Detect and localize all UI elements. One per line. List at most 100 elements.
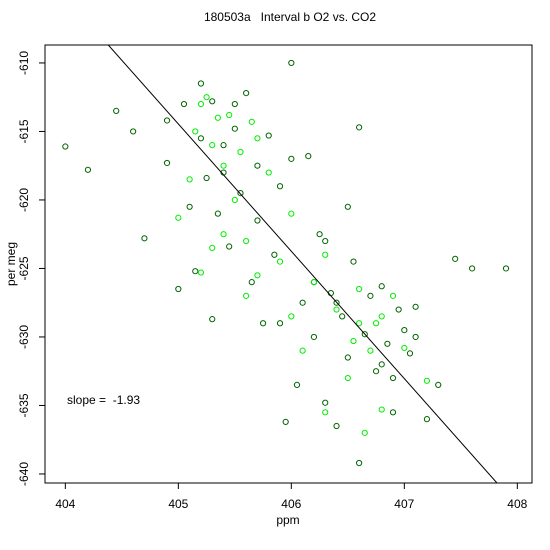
y-tick-label: -615 <box>17 119 31 143</box>
point <box>237 190 244 197</box>
point <box>197 80 205 87</box>
point <box>389 409 397 416</box>
x-tick-label: 404 <box>55 497 75 511</box>
point <box>452 255 459 262</box>
point <box>163 117 171 124</box>
point <box>276 320 284 327</box>
point <box>192 128 199 135</box>
point <box>288 59 295 67</box>
point <box>197 100 205 108</box>
point <box>372 368 380 375</box>
point <box>276 258 284 265</box>
point <box>141 235 148 242</box>
fit-line <box>107 45 498 483</box>
point <box>333 299 340 306</box>
point <box>469 265 476 272</box>
point <box>322 251 329 258</box>
point <box>384 340 391 347</box>
point <box>401 344 408 352</box>
point <box>389 374 397 382</box>
x-tick-label: 407 <box>394 497 414 511</box>
point <box>237 148 244 156</box>
point <box>372 320 380 327</box>
point <box>186 176 193 183</box>
y-tick-label: -610 <box>17 51 31 75</box>
point <box>254 217 261 224</box>
x-tick-label: 405 <box>168 497 188 511</box>
point <box>378 283 385 290</box>
point <box>412 333 419 341</box>
point <box>62 143 69 150</box>
point <box>378 406 385 413</box>
point <box>220 162 227 169</box>
point <box>288 210 295 217</box>
point <box>163 159 171 167</box>
point <box>367 292 374 299</box>
point <box>310 279 318 286</box>
point <box>322 409 329 416</box>
point <box>378 361 385 368</box>
point <box>231 196 238 204</box>
point <box>502 265 510 272</box>
point <box>395 306 402 313</box>
point <box>356 459 363 467</box>
point <box>316 231 323 238</box>
point <box>265 169 272 176</box>
point <box>412 303 419 310</box>
point <box>350 337 357 345</box>
point <box>344 354 351 361</box>
point <box>84 166 92 173</box>
y-tick-label: -635 <box>17 393 31 417</box>
x-tick-label: 408 <box>507 497 527 511</box>
point <box>344 374 351 382</box>
point <box>356 320 363 327</box>
point <box>333 306 340 313</box>
point <box>192 268 199 275</box>
point <box>356 285 363 293</box>
point <box>356 124 363 131</box>
point <box>293 381 301 389</box>
point <box>435 381 442 389</box>
annotation: slope = -1.93 <box>67 393 140 407</box>
plot-area <box>62 45 510 483</box>
point <box>226 111 233 119</box>
point <box>406 350 414 357</box>
point <box>322 399 329 406</box>
point <box>361 331 368 338</box>
point <box>231 100 238 108</box>
point <box>259 320 267 327</box>
point <box>197 135 205 142</box>
point <box>243 237 250 245</box>
plot-frame <box>44 44 533 484</box>
point <box>214 114 221 121</box>
point <box>389 292 397 299</box>
point <box>299 347 306 354</box>
point <box>401 327 408 334</box>
point <box>231 125 238 132</box>
point <box>248 118 255 125</box>
y-tick-label: -625 <box>17 256 31 280</box>
point <box>423 377 431 384</box>
point <box>203 174 210 182</box>
point <box>248 279 255 286</box>
point <box>305 153 312 160</box>
point <box>203 94 210 101</box>
point <box>175 214 182 221</box>
point <box>265 132 272 139</box>
point <box>361 429 368 436</box>
x-tick-label: 406 <box>281 497 301 511</box>
point <box>209 98 216 105</box>
point <box>186 203 193 210</box>
point <box>209 316 216 323</box>
point <box>113 107 120 114</box>
point <box>322 237 329 245</box>
point <box>333 422 340 430</box>
point <box>226 243 233 250</box>
y-tick-label: -630 <box>17 325 31 349</box>
point <box>339 313 346 320</box>
point <box>243 292 250 299</box>
point <box>180 100 188 108</box>
y-tick-label: -640 <box>17 462 31 486</box>
point <box>214 210 221 217</box>
